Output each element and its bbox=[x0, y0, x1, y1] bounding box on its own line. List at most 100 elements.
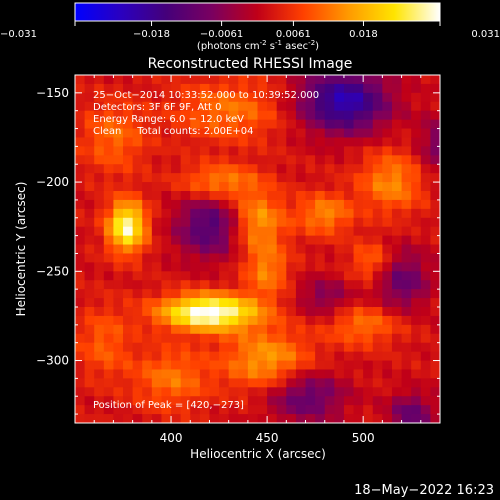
heatmap-cell bbox=[75, 208, 86, 219]
heatmap-cell bbox=[190, 271, 201, 281]
heatmap-cell bbox=[132, 191, 143, 201]
heatmap-cell bbox=[103, 164, 115, 174]
heatmap-cell bbox=[247, 405, 259, 415]
heatmap-cell bbox=[219, 396, 230, 406]
heatmap-cell bbox=[343, 387, 355, 397]
heatmap-cell bbox=[103, 146, 115, 156]
heatmap-cell bbox=[363, 315, 374, 326]
heatmap-cell bbox=[171, 315, 182, 326]
heatmap-cell bbox=[420, 244, 431, 255]
heatmap-cell bbox=[305, 280, 316, 290]
heatmap-cell bbox=[324, 378, 335, 388]
heatmap-cell bbox=[161, 298, 172, 308]
heatmap-cell bbox=[180, 387, 191, 397]
heatmap-cell bbox=[247, 137, 259, 147]
heatmap-cell bbox=[276, 307, 287, 317]
heatmap-cell bbox=[267, 208, 278, 219]
heatmap-cell bbox=[401, 182, 412, 192]
heatmap-cell bbox=[353, 414, 364, 423]
heatmap-cell bbox=[209, 75, 220, 85]
heatmap-cell bbox=[295, 155, 307, 165]
heatmap-cell bbox=[190, 298, 201, 308]
annotation-line-1: 25−Oct−2014 10:33:52.000 to 10:39:52.000 bbox=[93, 90, 319, 101]
heatmap-cell bbox=[209, 83, 220, 94]
heatmap-cell bbox=[180, 405, 191, 415]
heatmap-cell bbox=[276, 253, 287, 263]
heatmap-cell bbox=[382, 253, 393, 263]
heatmap-cell bbox=[382, 378, 393, 388]
heatmap-cell bbox=[142, 333, 153, 344]
heatmap-cell bbox=[219, 360, 230, 371]
heatmap-cell bbox=[247, 396, 259, 406]
heatmap-cell bbox=[372, 396, 383, 406]
heatmap-cell bbox=[391, 164, 403, 174]
heatmap-cell bbox=[363, 119, 374, 130]
heatmap-cell bbox=[286, 414, 297, 423]
heatmap-cell bbox=[113, 298, 124, 308]
heatmap-cell bbox=[295, 173, 307, 183]
heatmap-cell bbox=[305, 75, 316, 85]
heatmap-cell bbox=[228, 351, 239, 362]
heatmap-cell bbox=[247, 164, 259, 174]
heatmap-cell bbox=[161, 182, 172, 192]
heatmap-cell bbox=[75, 83, 86, 94]
colorbar-ramp bbox=[74, 2, 441, 22]
heatmap-cell bbox=[132, 414, 143, 423]
heatmap-cell bbox=[151, 137, 163, 147]
heatmap-cell bbox=[411, 110, 422, 121]
heatmap-cell bbox=[401, 244, 412, 255]
heatmap-cell bbox=[430, 351, 440, 362]
heatmap-cell bbox=[113, 396, 124, 406]
heatmap-cell bbox=[334, 226, 345, 237]
heatmap-cell bbox=[228, 405, 239, 415]
heatmap-cell bbox=[343, 333, 355, 344]
heatmap-cell bbox=[295, 182, 307, 192]
heatmap-cell bbox=[305, 226, 316, 237]
heatmap-cell bbox=[382, 75, 393, 85]
chart-title: Reconstructed RHESSI Image bbox=[148, 56, 353, 72]
heatmap-cell bbox=[151, 351, 163, 362]
heatmap-cell bbox=[238, 217, 249, 228]
heatmap-cell bbox=[132, 307, 143, 317]
heatmap-cell bbox=[401, 298, 412, 308]
heatmap-cell bbox=[171, 191, 182, 201]
heatmap-cell bbox=[401, 164, 412, 174]
heatmap-cell bbox=[238, 387, 249, 397]
heatmap-cell bbox=[123, 226, 134, 237]
heatmap-cell bbox=[142, 83, 153, 94]
heatmap-cell bbox=[132, 182, 143, 192]
heatmap-cell bbox=[113, 253, 124, 263]
heatmap-cell bbox=[305, 351, 316, 362]
heatmap-cell bbox=[411, 280, 422, 290]
heatmap-cell bbox=[113, 405, 124, 415]
heatmap-cell bbox=[219, 146, 230, 156]
heatmap-cell bbox=[324, 280, 335, 290]
heatmap-cell bbox=[142, 128, 153, 139]
heatmap-cell bbox=[315, 146, 326, 156]
heatmap-cell bbox=[151, 75, 163, 85]
heatmap-cell bbox=[238, 92, 249, 103]
heatmap-cell bbox=[103, 83, 115, 94]
heatmap-cell bbox=[94, 396, 105, 406]
heatmap-cell bbox=[391, 128, 403, 139]
heatmap-cell bbox=[401, 414, 412, 423]
heatmap-cell bbox=[334, 155, 345, 165]
heatmap-cell bbox=[151, 208, 163, 219]
heatmap-cell bbox=[411, 289, 422, 299]
heatmap-cell bbox=[420, 217, 431, 228]
heatmap-cell bbox=[391, 191, 403, 201]
heatmap-cell bbox=[171, 182, 182, 192]
heatmap-cell bbox=[142, 244, 153, 255]
heatmap-cell bbox=[324, 262, 335, 272]
heatmap-cell bbox=[257, 271, 268, 281]
heatmap-cell bbox=[353, 235, 364, 246]
heatmap-cell bbox=[132, 92, 143, 103]
heatmap-cell bbox=[276, 191, 287, 201]
heatmap-cell bbox=[161, 146, 172, 156]
heatmap-cell bbox=[286, 315, 297, 326]
heatmap-cell bbox=[372, 128, 383, 139]
heatmap-cell bbox=[324, 191, 335, 201]
heatmap-cell bbox=[142, 369, 153, 379]
heatmap-cell bbox=[180, 360, 191, 371]
heatmap-cell bbox=[401, 110, 412, 121]
